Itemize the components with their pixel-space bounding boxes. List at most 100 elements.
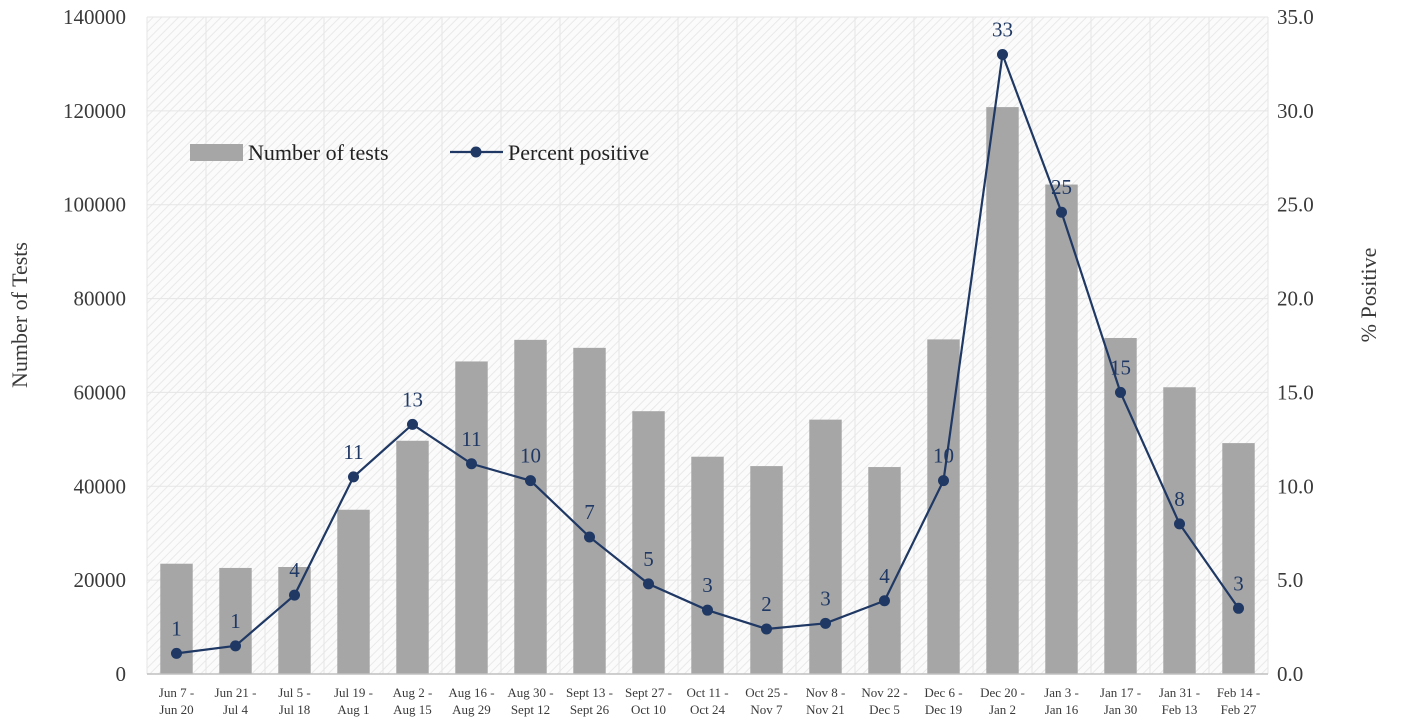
line-point <box>879 595 890 607</box>
legend-line-marker <box>470 146 482 158</box>
data-label: 15 <box>1110 355 1131 379</box>
data-label: 4 <box>879 564 890 588</box>
data-label: 7 <box>584 500 595 524</box>
data-label: 3 <box>702 573 713 597</box>
line-series <box>171 49 1244 659</box>
x-tick-label: Jan 31 -Feb 13 <box>1159 685 1200 717</box>
data-label: 11 <box>343 440 363 464</box>
bar <box>573 347 606 674</box>
x-tick-label: Oct 11 -Oct 24 <box>686 685 728 717</box>
line-point <box>348 471 359 483</box>
y2-tick-label: 35.0 <box>1277 5 1314 29</box>
bar <box>986 107 1019 675</box>
y-tick-label: 120000 <box>63 99 126 123</box>
x-tick-label: Feb 14 -Feb 27 <box>1217 685 1260 717</box>
data-label: 4 <box>289 558 300 582</box>
bar <box>1045 184 1078 674</box>
line-point <box>1174 518 1185 530</box>
legend-bar-swatch <box>190 144 243 161</box>
x-tick-label: Oct 25 -Nov 7 <box>745 685 788 717</box>
line-point <box>643 578 654 590</box>
line-point <box>820 617 831 629</box>
x-tick-label: Aug 2 -Aug 15 <box>393 685 433 717</box>
line-point <box>289 589 300 601</box>
bar <box>337 509 370 674</box>
y-tick-label: 0 <box>116 662 127 686</box>
bar <box>750 466 783 674</box>
line-point <box>584 531 595 543</box>
bar-series <box>160 107 1255 675</box>
bar <box>809 419 842 674</box>
bar <box>868 467 901 674</box>
bar <box>927 339 960 674</box>
bar <box>1163 387 1196 674</box>
y-tick-label: 40000 <box>74 474 127 498</box>
x-tick-label: Dec 6 -Dec 19 <box>924 685 962 717</box>
y-tick-label: 20000 <box>74 568 127 592</box>
legend-line-label: Percent positive <box>508 140 649 165</box>
y2-tick-label: 30.0 <box>1277 99 1314 123</box>
line-point <box>997 49 1008 61</box>
data-label: 2 <box>761 592 772 616</box>
data-label: 11 <box>461 427 481 451</box>
bar <box>632 411 665 674</box>
data-label: 3 <box>1233 571 1244 595</box>
x-tick-label: Nov 8 -Nov 21 <box>806 685 846 717</box>
x-tick-label: Jun 7 -Jun 20 <box>159 685 194 717</box>
x-tick-label: Aug 16 -Aug 29 <box>448 685 494 717</box>
line-point <box>1233 602 1244 614</box>
x-tick-label: Jan 3 -Jan 16 <box>1044 685 1079 717</box>
y-tick-label: 60000 <box>74 380 127 404</box>
bar <box>1222 443 1255 674</box>
y2-tick-label: 20.0 <box>1277 287 1314 311</box>
x-tick-label: Dec 20 -Jan 2 <box>980 685 1025 717</box>
x-tick-label: Jan 17 -Jan 30 <box>1100 685 1141 717</box>
data-label: 5 <box>643 547 654 571</box>
data-label: 13 <box>402 387 423 411</box>
x-tick-label: Jul 19 -Aug 1 <box>334 685 373 717</box>
data-label: 8 <box>1174 487 1185 511</box>
legend: Number of tests Percent positive <box>190 140 649 165</box>
line-point <box>702 604 713 616</box>
bar <box>691 456 724 674</box>
y2-axis-title: % Positive <box>1356 248 1381 343</box>
y2-tick-label: 15.0 <box>1277 380 1314 404</box>
line-point <box>466 458 477 470</box>
y2-tick-label: 25.0 <box>1277 193 1314 217</box>
gridlines <box>146 16 1269 675</box>
data-label: 25 <box>1051 175 1072 199</box>
data-label: 3 <box>820 586 831 610</box>
x-tick-label: Sept 13 -Sept 26 <box>566 685 613 717</box>
y-tick-label: 140000 <box>63 5 126 29</box>
y-tick-label: 80000 <box>74 287 127 311</box>
bar <box>455 361 488 674</box>
data-label: 1 <box>171 616 182 640</box>
x-tick-label: Aug 30 -Sept 12 <box>507 685 553 717</box>
y2-tick-label: 5.0 <box>1277 568 1303 592</box>
y-axis-title: Number of Tests <box>7 242 32 388</box>
x-tick-label: Jul 5 -Jul 18 <box>278 685 311 717</box>
y-tick-label: 100000 <box>63 193 126 217</box>
data-label: 10 <box>933 444 954 468</box>
bar <box>514 339 547 674</box>
line-point <box>525 475 536 487</box>
bar <box>278 567 311 674</box>
line-point <box>938 475 949 487</box>
x-tick-label: Nov 22 -Dec 5 <box>861 685 907 717</box>
line-point <box>761 623 772 635</box>
bar <box>219 567 252 674</box>
y2-tick-label: 0.0 <box>1277 662 1303 686</box>
line-point <box>1056 206 1067 218</box>
line-point <box>230 640 241 652</box>
data-label: 1 <box>230 609 241 633</box>
legend-bar-label: Number of tests <box>248 140 389 165</box>
line-point <box>171 647 182 659</box>
x-tick-label: Jun 21 -Jul 4 <box>215 685 257 717</box>
x-tick-label: Sept 27 -Oct 10 <box>625 685 672 717</box>
axes: 0 20000 40000 60000 80000 100000 120000 140000 0… <box>63 5 1314 717</box>
data-label: 33 <box>992 18 1013 42</box>
bar <box>396 440 429 674</box>
